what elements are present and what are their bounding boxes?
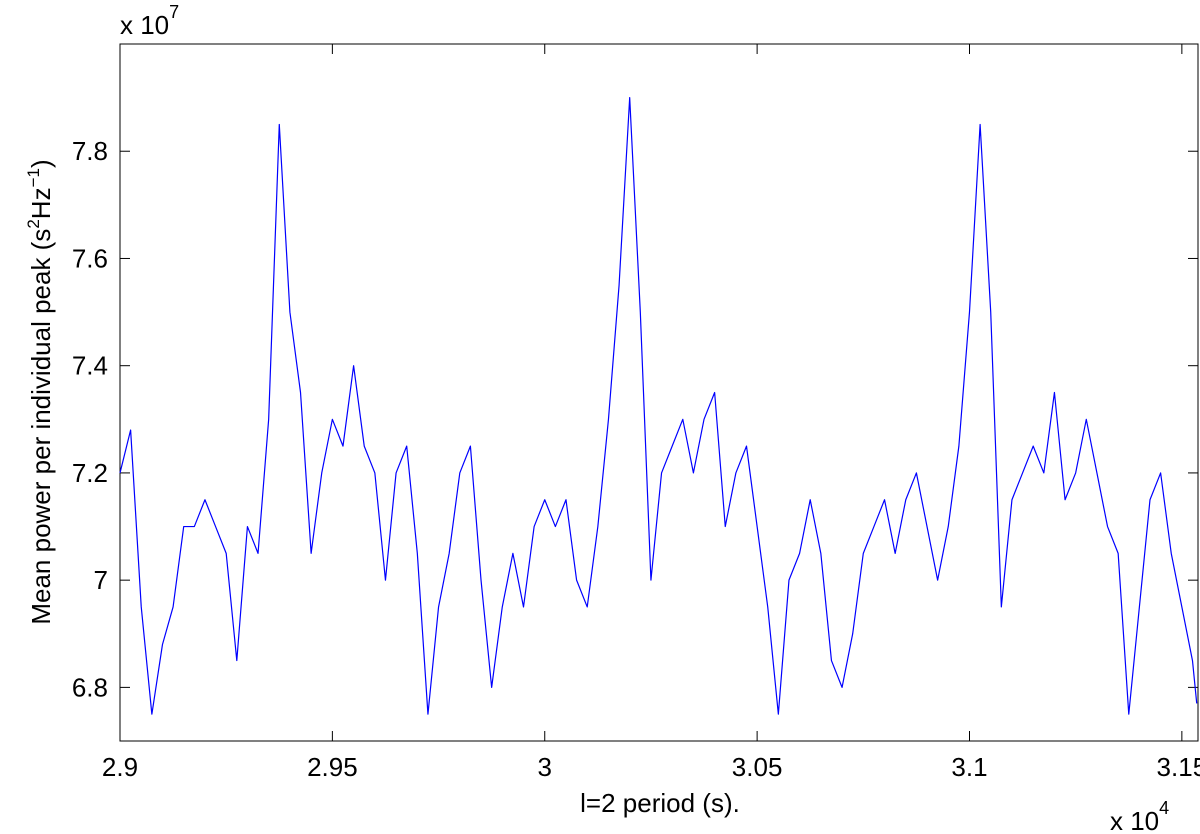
y-label-part: Hz [26, 187, 56, 219]
data-line [119, 97, 1198, 715]
x-tick-label: 3.15 [1157, 752, 1200, 782]
y-label-part: ) [26, 159, 56, 168]
y-tick-label: 7.4 [72, 351, 108, 381]
x-tick-label: 3.1 [951, 752, 987, 782]
y-label-sup: 2 [24, 219, 43, 228]
y-multiplier: x 107 [120, 2, 179, 40]
x-multiplier-power: 4 [1159, 798, 1169, 818]
y-label-part: Mean power per individual peak (s [26, 229, 56, 625]
x-tick-label: 2.95 [307, 752, 358, 782]
x-multiplier: x 104 [1110, 798, 1169, 834]
y-tick-label: 6.8 [72, 672, 108, 702]
x-multiplier-base: x 10 [1110, 806, 1159, 834]
y-tick-label: 7.8 [72, 136, 108, 166]
y-axis-label: Mean power per individual peak (s2Hz−1) [24, 159, 56, 624]
x-axis-label: l=2 period (s). [580, 788, 740, 818]
x-tick-label: 3 [538, 752, 552, 782]
axes-box [119, 43, 1199, 742]
x-tick-label: 2.9 [102, 752, 138, 782]
y-tick-label: 7.2 [72, 458, 108, 488]
y-label-sup: −1 [24, 168, 43, 187]
y-tick-label: 7 [94, 565, 108, 595]
y-multiplier-power: 7 [169, 2, 179, 22]
y-multiplier-base: x 10 [120, 10, 169, 40]
y-tick-label: 7.6 [72, 243, 108, 273]
x-tick-label: 3.05 [732, 752, 783, 782]
